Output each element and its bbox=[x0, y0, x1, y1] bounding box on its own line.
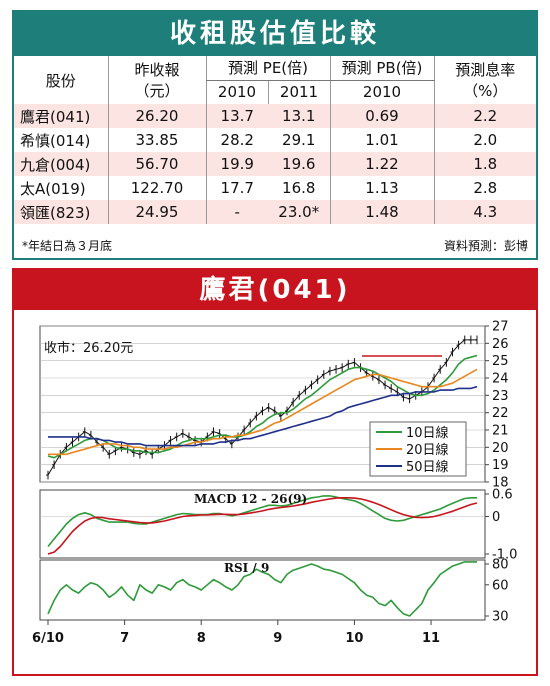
table-footnote: *年結日為３月底 資料預測：彭博 bbox=[22, 237, 528, 254]
row-pe2010: 17.7 bbox=[205, 176, 268, 200]
price-tick-label: 26 bbox=[492, 337, 509, 352]
col-header-pb: 預測 PB(倍) bbox=[329, 56, 434, 81]
rsi-panel bbox=[39, 559, 486, 621]
row-name: 太A(019) bbox=[14, 176, 108, 200]
row-pe2010: 13.7 bbox=[205, 104, 268, 128]
month-tick-label: 6/10 bbox=[32, 631, 64, 646]
price-tick-label: 21 bbox=[492, 424, 509, 439]
row-yield: 4.3 bbox=[433, 200, 536, 224]
legend: 10日線 20日線 50日線 bbox=[369, 421, 467, 477]
row-pe2010: 28.2 bbox=[205, 128, 268, 152]
row-pe2011: 29.1 bbox=[268, 128, 330, 152]
valuation-table: 股份 昨收報 （元） 預測 PE(倍) 預測 PB(倍) 預測息率 （%） 2010… bbox=[14, 56, 536, 224]
row-pe2010: - bbox=[205, 200, 268, 224]
row-pe2011: 16.8 bbox=[268, 176, 330, 200]
valuation-table-panel: 收租股估值比較 股份 昨收報 （元） 預測 PE(倍) 預測 PB(倍) 預測息率… bbox=[12, 10, 538, 260]
table-row: 九倉(004) 56.70 19.9 19.6 1.22 1.8 bbox=[14, 152, 536, 176]
col-header-pe-2011: 2011 bbox=[267, 80, 330, 104]
legend-label-ma10: 10日線 bbox=[406, 425, 449, 441]
row-close: 122.70 bbox=[107, 176, 206, 200]
month-tick-label: 11 bbox=[422, 631, 440, 646]
row-pe2011: 19.6 bbox=[268, 152, 330, 176]
legend-label-ma50: 50日線 bbox=[406, 459, 449, 475]
row-pb: 1.22 bbox=[329, 152, 434, 176]
price-tick-label: 24 bbox=[492, 372, 509, 387]
ma10-line bbox=[47, 354, 478, 459]
row-yield: 2.0 bbox=[433, 128, 536, 152]
row-name: 鷹君(041) bbox=[14, 104, 108, 128]
stock-chart: 18 19 20 21 22 23 24 25 26 27 0.6 0 -1.0 80 60 30 6/1… bbox=[32, 320, 517, 647]
chart-title: 鷹君(041) bbox=[14, 270, 536, 310]
price-tick-label: 23 bbox=[492, 389, 509, 404]
row-pe2011: 13.1 bbox=[268, 104, 330, 128]
col-header-pb-2010: 2010 bbox=[329, 80, 434, 104]
rsi-label: RSI / 9 bbox=[224, 561, 269, 575]
macd-tick-label: 0.6 bbox=[492, 488, 513, 503]
price-tick-label: 20 bbox=[492, 441, 509, 456]
price-tick-label: 19 bbox=[492, 458, 509, 473]
price-tick-label: 27 bbox=[492, 320, 509, 335]
row-yield: 2.2 bbox=[433, 104, 536, 128]
table-row: 領匯(823) 24.95 - 23.0* 1.48 4.3 bbox=[14, 200, 536, 224]
price-tick-label: 18 bbox=[492, 476, 509, 491]
price-axis: 18 19 20 21 22 23 24 25 26 27 bbox=[485, 320, 509, 491]
rsi-tick-label: 30 bbox=[492, 610, 509, 625]
close-price-label: 收市：26.20元 bbox=[44, 340, 133, 356]
signal-line bbox=[47, 497, 478, 555]
price-tick-label: 25 bbox=[492, 354, 509, 369]
month-tick-label: 7 bbox=[120, 631, 129, 646]
macd-panel bbox=[39, 489, 486, 559]
row-pb: 0.69 bbox=[329, 104, 434, 128]
table-row: 希慎(014) 33.85 28.2 29.1 1.01 2.0 bbox=[14, 128, 536, 152]
rsi-line bbox=[47, 561, 477, 617]
month-tick-label: 9 bbox=[273, 631, 282, 646]
row-close: 24.95 bbox=[107, 200, 206, 224]
table-title: 收租股估值比較 bbox=[14, 12, 536, 56]
footnote-fiscal-year: *年結日為３月底 bbox=[22, 239, 113, 253]
x-axis: 6/10 7 8 9 10 11 bbox=[32, 620, 440, 646]
macd-label: MACD 12 - 26(9) bbox=[194, 492, 307, 506]
col-header-prev-close: 昨收報 （元） bbox=[107, 56, 206, 104]
row-pb: 1.01 bbox=[329, 128, 434, 152]
row-name: 九倉(004) bbox=[14, 152, 108, 176]
source-note: 資料預測：彭博 bbox=[443, 239, 528, 253]
stock-chart-panel: 鷹君(041) 18 19 20 21 22 23 24 25 26 27 0.6 0 -1.0 80… bbox=[12, 268, 538, 676]
row-pb: 1.13 bbox=[329, 176, 434, 200]
row-yield: 2.8 bbox=[433, 176, 536, 200]
row-pe2010: 19.9 bbox=[205, 152, 268, 176]
macd-tick-label: -1.0 bbox=[492, 548, 517, 563]
series-layer bbox=[46, 335, 478, 617]
row-name: 領匯(823) bbox=[14, 200, 108, 224]
macd-tick-label: 0 bbox=[492, 510, 500, 525]
table-row: 鷹君(041) 26.20 13.7 13.1 0.69 2.2 bbox=[14, 104, 536, 128]
row-pb: 1.48 bbox=[329, 200, 434, 224]
rsi-tick-label: 80 bbox=[492, 558, 509, 573]
col-header-pe-2010: 2010 bbox=[205, 80, 268, 104]
row-pe2011: 23.0* bbox=[268, 200, 330, 224]
col-header-pe: 預測 PE(倍) bbox=[205, 56, 330, 81]
col-header-stock: 股份 bbox=[14, 56, 108, 104]
ma20-line bbox=[48, 368, 478, 456]
legend-label-ma20: 20日線 bbox=[406, 442, 449, 458]
col-header-yield: 預測息率 （%） bbox=[433, 56, 536, 104]
rsi-axis: 80 60 30 bbox=[485, 558, 509, 625]
row-name: 希慎(014) bbox=[14, 128, 108, 152]
row-close: 56.70 bbox=[107, 152, 206, 176]
row-close: 33.85 bbox=[107, 128, 206, 152]
price-tick-label: 22 bbox=[492, 406, 509, 421]
table-row: 太A(019) 122.70 17.7 16.8 1.13 2.8 bbox=[14, 176, 536, 200]
month-tick-label: 10 bbox=[345, 631, 363, 646]
row-yield: 1.8 bbox=[433, 152, 536, 176]
ma50-line bbox=[48, 385, 478, 447]
rsi-tick-label: 60 bbox=[492, 578, 509, 593]
row-close: 26.20 bbox=[107, 104, 206, 128]
month-tick-label: 8 bbox=[197, 631, 206, 646]
macd-line bbox=[47, 495, 477, 548]
